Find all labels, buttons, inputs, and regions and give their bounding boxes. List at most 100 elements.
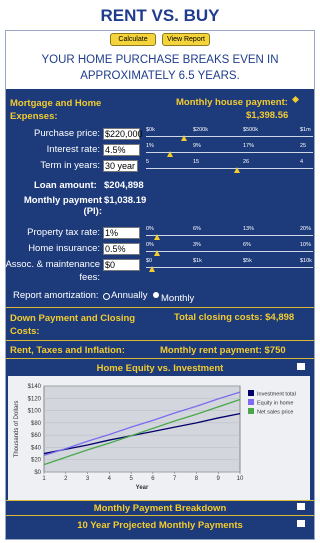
slider-tick-label: $5k	[243, 258, 252, 264]
pi-value: $1,038.19	[104, 195, 147, 206]
x-tick-label: 4	[108, 476, 112, 482]
slider-tick-label: 20%	[300, 226, 312, 232]
slider-tick-label: 0%	[146, 242, 154, 248]
rent-payment: Monthly rent payment: $750	[160, 345, 286, 356]
y-tick-label: $0	[34, 470, 41, 476]
slider-tick-label: 6%	[193, 226, 201, 232]
legend-swatch	[248, 390, 254, 396]
series-line	[43, 398, 241, 466]
slider-tick-label: $10k	[300, 258, 312, 264]
field-label: Home insurance:	[28, 243, 100, 254]
legend-label: Net sales price	[257, 410, 293, 416]
slider-handle[interactable]	[181, 135, 188, 141]
field-label: Property tax rate:	[27, 227, 100, 238]
separator	[6, 515, 314, 516]
page-title: RENT VS. BUY	[100, 6, 220, 25]
slider-tick-label: 17%	[243, 143, 255, 149]
slider-tick-label: 0%	[146, 226, 154, 232]
chart-icon[interactable]	[297, 363, 305, 370]
field-label: Term in years:	[40, 160, 100, 171]
summary: YOUR HOME PURCHASE BREAKS EVEN IN APPROX…	[41, 54, 279, 82]
slider-track	[146, 136, 313, 137]
chart-icon[interactable]	[297, 520, 305, 527]
view-report-button[interactable]: View Report	[162, 33, 210, 46]
slider-handle[interactable]	[166, 151, 173, 157]
x-tick-label: 6	[151, 476, 155, 482]
x-tick-label: 2	[64, 476, 68, 482]
field-input[interactable]: $0	[103, 259, 140, 271]
y-tick-label: $60	[31, 433, 42, 439]
slider-track	[146, 235, 313, 236]
series-line	[43, 391, 241, 457]
legend-swatch	[248, 408, 254, 414]
x-tick-label: 5	[129, 476, 133, 482]
separator	[6, 500, 314, 501]
field-label: Interest rate:	[46, 144, 100, 155]
plot-area	[43, 385, 241, 473]
slider-tick-label: 3%	[193, 242, 201, 248]
top-box	[6, 31, 314, 89]
x-tick-label: 10	[237, 476, 244, 482]
field-input[interactable]: 0.5%	[103, 243, 140, 255]
slider-track	[146, 251, 313, 252]
slider-tick-label: $0k	[146, 127, 155, 133]
field-input[interactable]: 30 year	[103, 160, 138, 172]
chart-icon[interactable]	[297, 503, 305, 510]
y-tick-label: $100	[28, 409, 42, 415]
x-axis-label: Year	[136, 485, 149, 491]
loan-value: $204,898	[104, 180, 144, 191]
pi-label: Monthly payment (PI):	[23, 195, 102, 217]
slider-handle[interactable]	[149, 266, 156, 272]
legend-label: Equity in home	[257, 401, 293, 407]
separator	[6, 340, 314, 341]
x-tick-label: 7	[173, 476, 177, 482]
amort-label: Report amortization:	[13, 290, 99, 301]
field-label: Purchase price:	[33, 128, 100, 139]
chart-title: Home Equity vs. Investment	[96, 363, 224, 374]
x-tick-label: 9	[217, 476, 221, 482]
field-input[interactable]: 4.5%	[103, 144, 140, 156]
slider-tick-label: 15	[193, 159, 200, 165]
slider-tick-label: 26	[243, 159, 250, 165]
rent-title: Rent, Taxes and Inflation:	[10, 345, 125, 356]
field-input[interactable]: $220,000	[103, 128, 143, 140]
mortgage-title: Mortgage and Home Expenses:	[10, 98, 102, 122]
section-title: Monthly Payment Breakdown	[93, 503, 227, 514]
field-input[interactable]: 1%	[103, 227, 140, 239]
series-line	[43, 413, 241, 455]
slider-track	[146, 152, 313, 153]
slider-tick-label: $0	[146, 258, 153, 264]
radio-monthly[interactable]	[153, 292, 159, 298]
slider-handle[interactable]	[234, 167, 240, 173]
radio-label: Annually	[111, 290, 148, 301]
field-label: Assoc. & maintenance fees:	[5, 259, 100, 283]
slider-tick-label: 9%	[193, 143, 201, 149]
legend-label: Investment total	[257, 392, 296, 398]
loan-label: Loan amount:	[34, 180, 97, 191]
slider-tick-label: $1k	[193, 258, 202, 264]
calculate-button[interactable]: Calculate	[110, 33, 156, 46]
slider-tick-label: 4	[300, 159, 304, 165]
slider-handle[interactable]	[154, 250, 160, 256]
slider-handle[interactable]	[154, 234, 160, 240]
y-tick-label: $40	[31, 445, 42, 451]
slider-track	[146, 168, 313, 169]
x-tick-label: 8	[195, 476, 199, 482]
x-tick-label: 3	[86, 476, 90, 482]
y-tick-label: $120	[28, 396, 42, 402]
slider-tick-label: 5	[146, 159, 150, 165]
separator	[6, 358, 314, 359]
section-title: 10 Year Projected Monthly Payments	[77, 520, 243, 531]
payment-label: Monthly house payment:	[176, 97, 288, 108]
slider-track	[146, 267, 313, 268]
legend-swatch	[248, 399, 254, 405]
slider-tick-label: $1m	[300, 127, 311, 133]
radio-annually[interactable]	[103, 293, 110, 300]
slider-tick-label: 25	[300, 143, 307, 149]
slider-tick-label: 1%	[146, 143, 154, 149]
closing-costs: Total closing costs: $4,898	[174, 312, 295, 323]
chart: $0 $20 $40 $60 $80 $100 $120 $140 1 2 3 4 5 6 7 8 9 10 Yea…	[8, 376, 310, 500]
slider-tick-label: $200k	[193, 127, 208, 133]
y-tick-label: $80	[31, 421, 42, 427]
